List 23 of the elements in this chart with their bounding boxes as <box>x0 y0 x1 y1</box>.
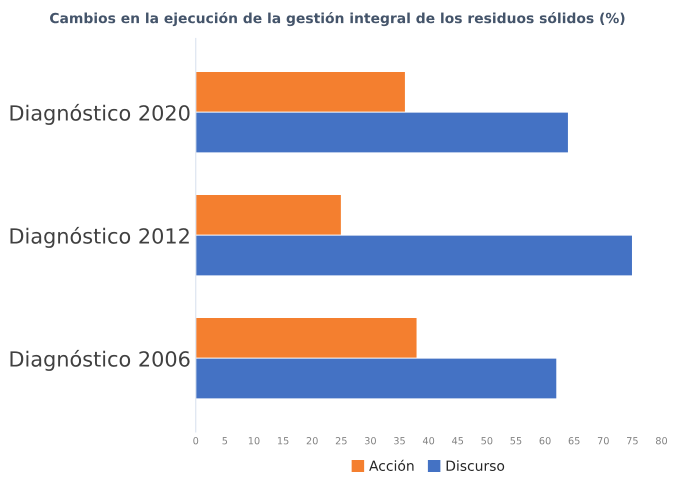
y-tick-label: Diagnóstico 2012 <box>10 226 189 248</box>
x-tick-label: 25 <box>336 437 347 444</box>
chart-title: Cambios en la ejecución de la gestión integral de los residuos sólidos (%) <box>50 12 624 26</box>
x-tick-label: 50 <box>481 437 492 444</box>
y-tick-label: Diagnóstico 2006 <box>10 350 190 371</box>
x-tick-label: 40 <box>422 437 434 444</box>
x-tick-label: 0 <box>193 437 198 444</box>
x-tick-label: 15 <box>278 437 288 444</box>
x-tick-label: 35 <box>394 437 405 444</box>
x-tick-label: 75 <box>627 437 638 444</box>
x-tick-label: 20 <box>306 437 318 444</box>
x-tick-label: 10 <box>248 437 260 444</box>
x-tick-label: 45 <box>452 437 464 444</box>
legend-label: Acción <box>369 460 414 471</box>
x-tick-label: 5 <box>222 437 228 444</box>
x-tick-label: 30 <box>364 437 376 444</box>
x-tick-label: 65 <box>568 437 580 444</box>
legend-label: Discurso <box>446 460 504 471</box>
y-tick-label: Diagnóstico 2020 <box>10 104 190 125</box>
x-tick-label: 60 <box>540 437 551 444</box>
x-tick-label: 70 <box>598 437 609 444</box>
x-tick-label: 80 <box>656 437 668 444</box>
x-tick-label: 55 <box>510 437 522 444</box>
